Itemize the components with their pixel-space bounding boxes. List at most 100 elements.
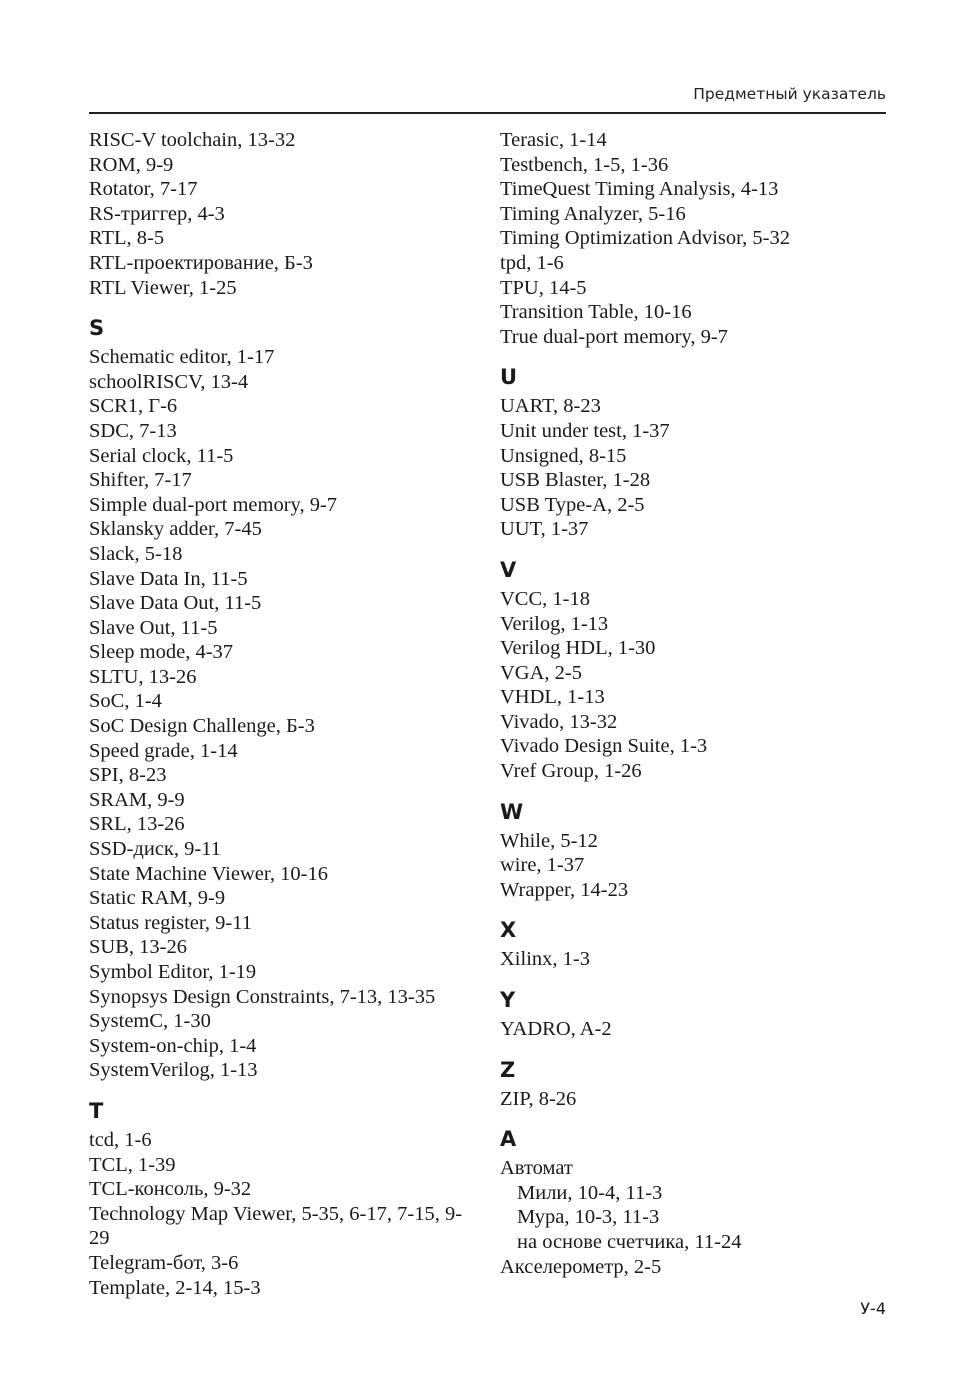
index-entry: USB Type-A, 2-5	[500, 493, 645, 516]
index-entry: Wrapper, 14-23	[500, 878, 629, 901]
index-entry: SDC, 7-13	[89, 419, 177, 442]
index-group: W While, 5-12 wire, 1-37 Wrapper, 14-23	[500, 800, 885, 903]
index-entry: Transition Table, 10-16	[500, 301, 692, 324]
index-entry: schoolRISCV, 13-4	[89, 370, 249, 393]
index-entry: State Machine Viewer, 10-16	[89, 862, 328, 885]
index-entry: Slave Data In, 11-5	[89, 567, 248, 590]
index-entry: Serial clock, 11-5	[89, 444, 234, 467]
index-entry: TCL-консоль, 9-32	[89, 1178, 252, 1201]
index-entry: While, 5-12	[500, 829, 598, 852]
index-entry: RTL Viewer, 1-25	[89, 276, 237, 299]
index-group: Terasic, 1-14 Testbench, 1-5, 1-36 TimeQue…	[500, 128, 885, 349]
index-entry: RS-триггер, 4-3	[89, 202, 225, 225]
index-entry: Testbench, 1-5, 1-36	[500, 153, 669, 176]
index-entry: Unit under test, 1-37	[500, 419, 670, 442]
index-entry: Speed grade, 1-14	[89, 739, 238, 762]
section-letter: V	[500, 557, 517, 582]
index-entry: SRL, 13-26	[89, 813, 185, 836]
index-entry: USB Blaster, 1-28	[500, 469, 651, 492]
index-entry: Technology Map Viewer, 5-35, 6-17, 7-15,…	[89, 1202, 463, 1250]
section-letter: U	[500, 365, 518, 390]
page-number: У-4	[860, 1299, 886, 1318]
index-entry: Verilog HDL, 1-30	[500, 637, 656, 660]
index-entry: Status register, 9-11	[89, 911, 252, 934]
index-entry: Template, 2-14, 15-3	[89, 1276, 261, 1299]
index-entry: SSD-диск, 9-11	[89, 838, 221, 861]
index-entry: SoC, 1-4	[89, 690, 162, 713]
index-entry: RTL-проектирование, Б-3	[89, 251, 313, 274]
index-entry: Xilinx, 1-3	[500, 948, 590, 971]
index-entry: YADRO, A-2	[500, 1018, 612, 1041]
index-group: V VCC, 1-18 Verilog, 1-13 Verilog HDL, 1-30…	[500, 558, 885, 784]
index-entry: tpd, 1-6	[500, 251, 564, 274]
index-group: S Schematic editor, 1-17 schoolRISCV, 13-4…	[89, 316, 474, 1083]
index-entry: SUB, 13-26	[89, 936, 187, 959]
index-entry: RTL, 8-5	[89, 227, 165, 250]
index-entry: ZIP, 8-26	[500, 1087, 577, 1110]
running-head: Предметный указатель	[693, 85, 886, 103]
index-entry: Timing Analyzer, 5-16	[500, 202, 686, 225]
section-letter: Y	[500, 988, 516, 1013]
index-group: Y YADRO, A-2	[500, 988, 885, 1042]
index-entry: Slave Data Out, 11-5	[89, 592, 262, 615]
index-entry: Verilog, 1-13	[500, 612, 609, 635]
index-entry: VCC, 1-18	[500, 587, 590, 610]
index-subentry: Мура, 10-3, 11-3	[517, 1206, 660, 1229]
index-group: А Автомат Мили, 10-4, 11-3 Мура, 10-3, 11-3…	[500, 1127, 885, 1279]
index-entry: Vivado Design Suite, 1-3	[500, 735, 708, 758]
index-entry: TimeQuest Timing Analysis, 4-13	[500, 178, 779, 201]
section-letter: А	[500, 1127, 517, 1152]
index-entry: SCR1, Г-6	[89, 395, 178, 418]
index-entry: Telegram-бот, 3-6	[89, 1251, 239, 1274]
header-rule	[89, 112, 886, 114]
index-column-left: RISC-V toolchain, 13-32 ROM, 9-9 Rotator, …	[89, 128, 474, 1300]
index-group: RISC-V toolchain, 13-32 ROM, 9-9 Rotator, …	[89, 128, 474, 300]
index-entry: UART, 8-23	[500, 395, 601, 418]
index-entry: TCL, 1-39	[89, 1153, 176, 1176]
index-entry: SystemC, 1-30	[89, 1010, 211, 1033]
index-entry: ROM, 9-9	[89, 153, 174, 176]
index-entry: VGA, 2-5	[500, 661, 582, 684]
index-column-right: Terasic, 1-14 Testbench, 1-5, 1-36 TimeQue…	[500, 128, 885, 1279]
index-entry: Vref Group, 1-26	[500, 760, 642, 783]
index-entry: Unsigned, 8-15	[500, 444, 627, 467]
index-entry: Synopsys Design Constraints, 7-13, 13-35	[89, 985, 436, 1008]
index-entry: Terasic, 1-14	[500, 129, 607, 151]
index-entry: SPI, 8-23	[89, 764, 167, 787]
index-entry: SRAM, 9-9	[89, 788, 185, 811]
index-entry: UUT, 1-37	[500, 518, 589, 541]
index-entry: SystemVerilog, 1-13	[89, 1059, 258, 1082]
index-entry: Shifter, 7-17	[89, 469, 192, 492]
section-letter: Z	[500, 1057, 516, 1082]
index-entry: Symbol Editor, 1-19	[89, 961, 257, 983]
index-entry: TPU, 14-5	[500, 276, 587, 299]
index-subentry: на основе счетчика, 11-24	[517, 1231, 742, 1253]
index-entry: VHDL, 1-13	[500, 686, 605, 709]
index-entry: Акселерометр, 2-5	[500, 1255, 662, 1278]
index-entry: Rotator, 7-17	[89, 178, 198, 201]
index-entry: Slave Out, 11-5	[89, 616, 218, 639]
section-letter: T	[89, 1098, 104, 1123]
section-letter: W	[500, 799, 524, 824]
index-entry: Sklansky adder, 7-45	[89, 518, 262, 541]
index-entry: SLTU, 13-26	[89, 665, 197, 688]
index-entry: SoC Design Challenge, Б-3	[89, 715, 315, 738]
index-group: X Xilinx, 1-3	[500, 918, 885, 972]
index-entry: Vivado, 13-32	[500, 710, 618, 733]
section-letter: X	[500, 918, 517, 943]
index-entry: System-on-chip, 1-4	[89, 1034, 257, 1057]
index-subentry: Мили, 10-4, 11-3	[517, 1181, 663, 1204]
index-group: Z ZIP, 8-26	[500, 1058, 885, 1112]
index-entry: Автомат	[500, 1157, 573, 1180]
index-entry: Static RAM, 9-9	[89, 887, 226, 910]
index-entry: Timing Optimization Advisor, 5-32	[500, 227, 790, 250]
index-group: U UART, 8-23 Unit under test, 1-37 Unsigned…	[500, 365, 885, 542]
index-entry: Sleep mode, 4-37	[89, 641, 234, 664]
index-entry: wire, 1-37	[500, 854, 585, 877]
index-entry: Schematic editor, 1-17	[89, 346, 275, 369]
index-entry: Simple dual-port memory, 9-7	[89, 493, 338, 516]
index-entry: Slack, 5-18	[89, 542, 183, 565]
index-entry: tcd, 1-6	[89, 1128, 152, 1151]
index-entry: RISC-V toolchain, 13-32	[89, 129, 296, 151]
